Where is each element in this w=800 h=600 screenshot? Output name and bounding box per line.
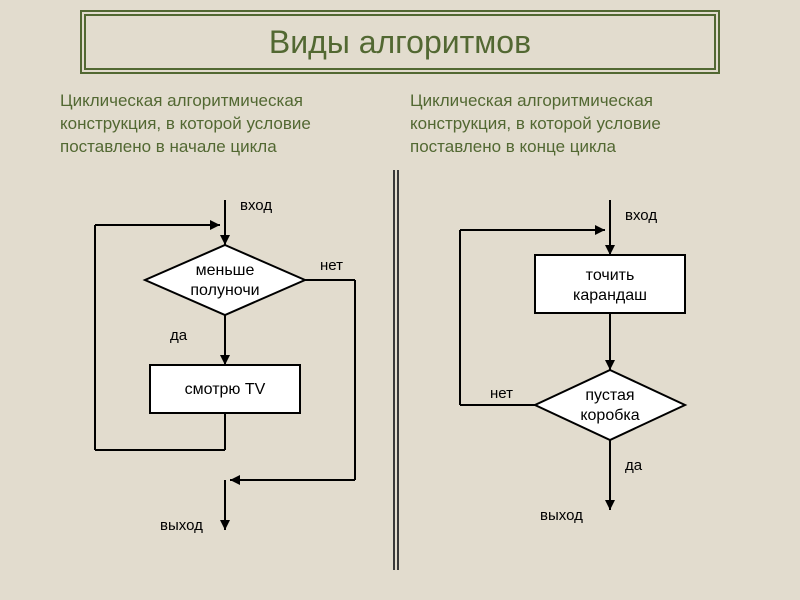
flowchart-while: вход меньше полуночи нет да смотрю TV вы… xyxy=(55,190,385,570)
left-description: Циклическая алгоритмическая конструкция,… xyxy=(60,90,380,159)
vertical-divider xyxy=(393,170,399,570)
condition-diamond-r xyxy=(535,370,685,440)
exit-label: выход xyxy=(160,517,203,534)
condition-text2: полуночи xyxy=(190,282,259,299)
entry-label-r: вход xyxy=(625,207,657,224)
action-text-r2: карандаш xyxy=(573,287,647,304)
page-title: Виды алгоритмов xyxy=(269,24,531,61)
action-rect-r xyxy=(535,255,685,313)
action-text-r1: точить xyxy=(586,267,635,284)
condition-text-r1: пустая xyxy=(585,387,634,404)
yes-label-r: да xyxy=(625,457,643,474)
no-label-r: нет xyxy=(490,385,513,402)
title-box: Виды алгоритмов xyxy=(80,10,720,74)
entry-label: вход xyxy=(240,197,272,214)
no-label: нет xyxy=(320,257,343,274)
exit-label-r: выход xyxy=(540,507,583,524)
right-description: Циклическая алгоритмическая конструкция,… xyxy=(410,90,730,159)
condition-text-r2: коробка xyxy=(580,407,639,424)
flowchart-do-while: вход точить карандаш пустая коробка нет … xyxy=(410,190,760,570)
yes-label: да xyxy=(170,327,188,344)
condition-diamond xyxy=(145,245,305,315)
action-text: смотрю TV xyxy=(185,381,266,398)
condition-text1: меньше xyxy=(196,262,255,279)
